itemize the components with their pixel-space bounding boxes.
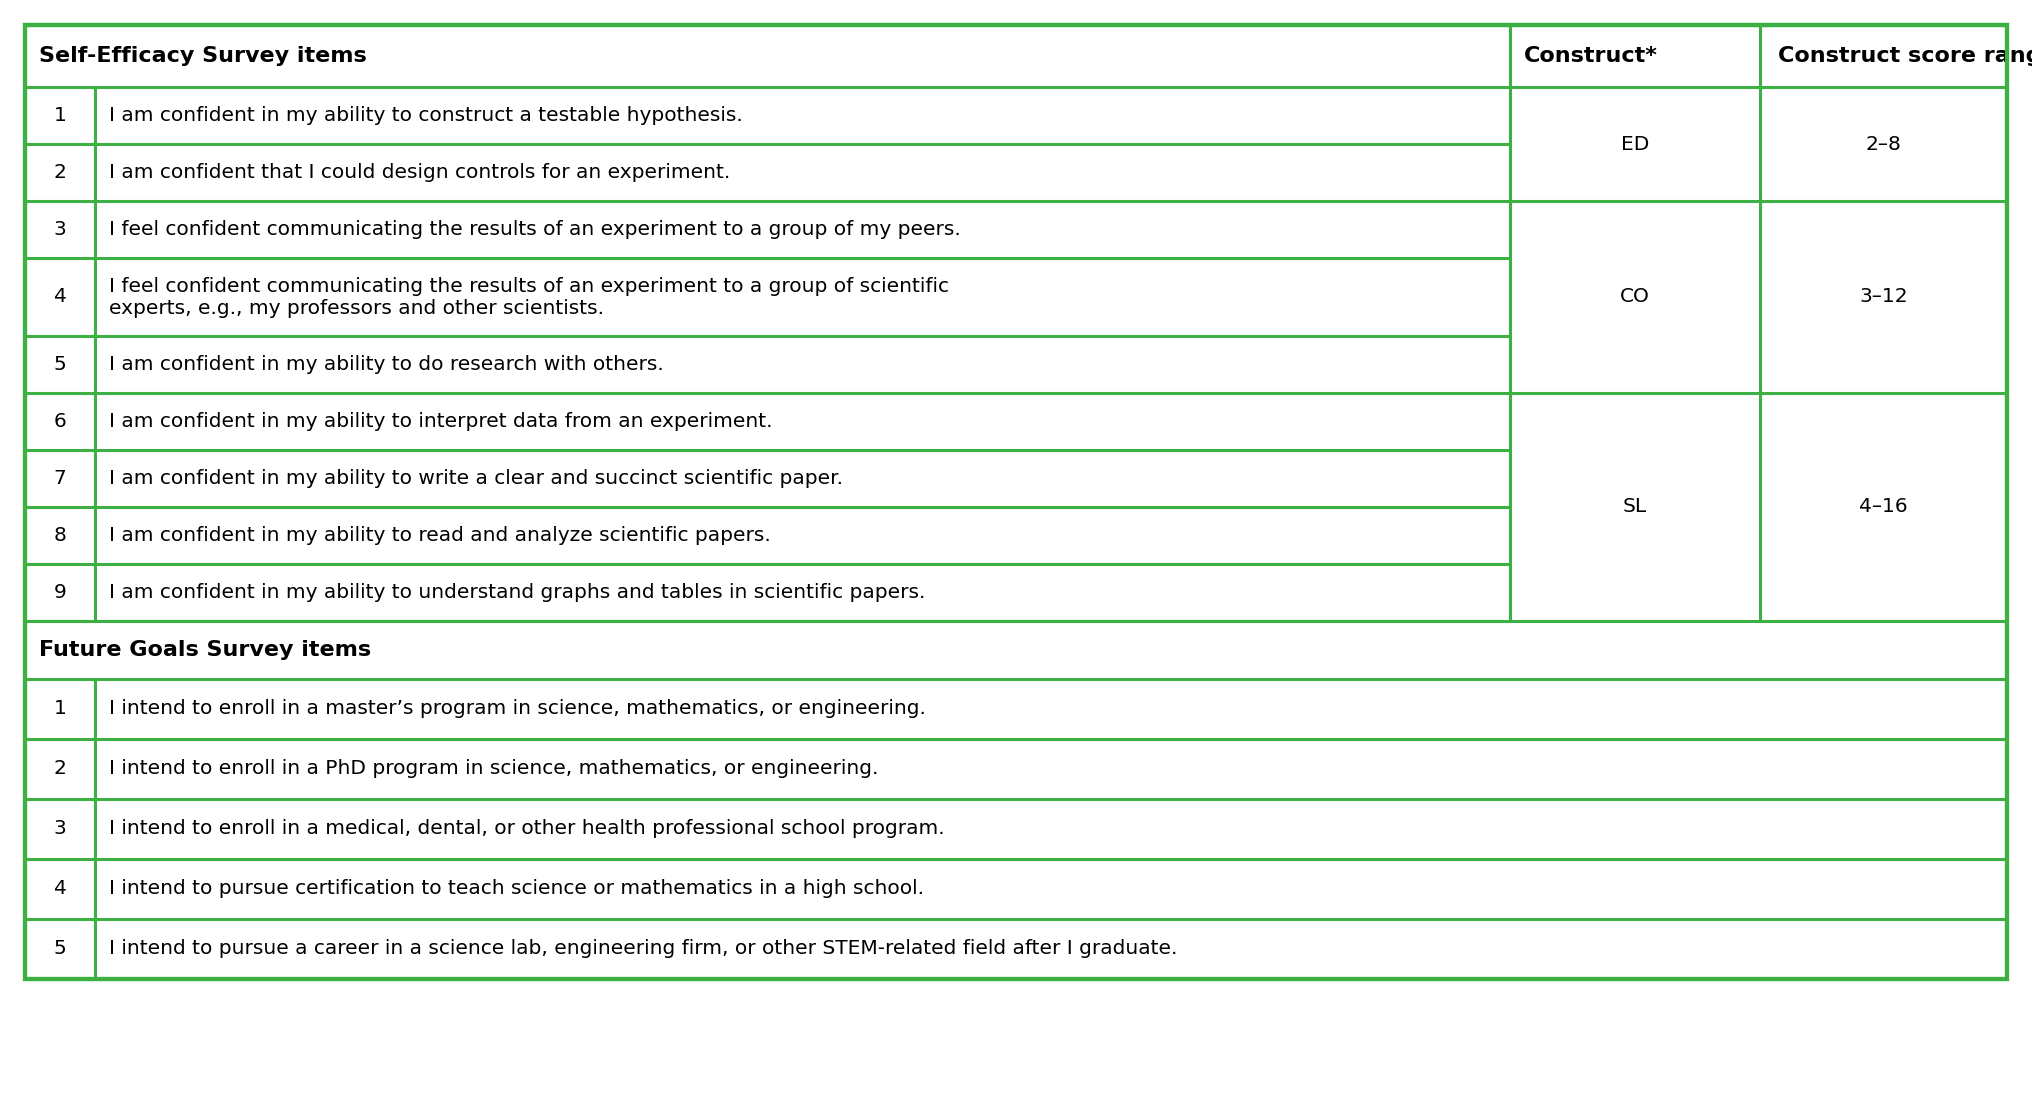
Text: 5: 5 xyxy=(53,939,67,958)
Text: I intend to pursue certification to teach science or mathematics in a high schoo: I intend to pursue certification to teac… xyxy=(110,880,925,899)
Text: 3: 3 xyxy=(53,220,67,239)
Text: Construct score range: Construct score range xyxy=(1778,46,2032,66)
Text: I intend to enroll in a medical, dental, or other health professional school pro: I intend to enroll in a medical, dental,… xyxy=(110,820,945,838)
Bar xyxy=(24,25,2008,979)
Text: I intend to pursue a career in a science lab, engineering firm, or other STEM-re: I intend to pursue a career in a science… xyxy=(110,939,1177,958)
Text: I am confident in my ability to understand graphs and tables in scientific paper: I am confident in my ability to understa… xyxy=(110,583,925,602)
Text: 1: 1 xyxy=(53,106,67,125)
Text: 9: 9 xyxy=(53,583,67,602)
Text: I am confident in my ability to construct a testable hypothesis.: I am confident in my ability to construc… xyxy=(110,106,744,125)
Text: I feel confident communicating the results of an experiment to a group of scient: I feel confident communicating the resul… xyxy=(110,276,949,318)
Text: ED: ED xyxy=(1622,134,1650,154)
Text: I intend to enroll in a master’s program in science, mathematics, or engineering: I intend to enroll in a master’s program… xyxy=(110,700,927,718)
Text: 3–12: 3–12 xyxy=(1859,287,1908,307)
Text: 4–16: 4–16 xyxy=(1859,497,1908,517)
Text: Future Goals Survey items: Future Goals Survey items xyxy=(39,640,372,660)
Text: I am confident in my ability to write a clear and succinct scientific paper.: I am confident in my ability to write a … xyxy=(110,469,843,488)
Bar xyxy=(24,25,2008,979)
Text: CO: CO xyxy=(1620,287,1650,307)
Text: I am confident in my ability to read and analyze scientific papers.: I am confident in my ability to read and… xyxy=(110,526,770,544)
Text: 5: 5 xyxy=(53,355,67,374)
Text: 3: 3 xyxy=(53,820,67,838)
Text: I am confident that I could design controls for an experiment.: I am confident that I could design contr… xyxy=(110,163,729,182)
Text: SL: SL xyxy=(1624,497,1648,517)
Text: 7: 7 xyxy=(53,469,67,488)
Text: 4: 4 xyxy=(53,880,67,899)
Text: I intend to enroll in a PhD program in science, mathematics, or engineering.: I intend to enroll in a PhD program in s… xyxy=(110,759,878,779)
Text: 2–8: 2–8 xyxy=(1865,134,1902,154)
Text: I am confident in my ability to do research with others.: I am confident in my ability to do resea… xyxy=(110,355,664,374)
Text: 6: 6 xyxy=(53,412,67,431)
Text: Construct*: Construct* xyxy=(1524,46,1658,66)
Text: 2: 2 xyxy=(53,759,67,779)
Text: Self-Efficacy Survey items: Self-Efficacy Survey items xyxy=(39,46,366,66)
Text: I feel confident communicating the results of an experiment to a group of my pee: I feel confident communicating the resul… xyxy=(110,220,961,239)
Text: 2: 2 xyxy=(53,163,67,182)
Text: 1: 1 xyxy=(53,700,67,718)
Text: I am confident in my ability to interpret data from an experiment.: I am confident in my ability to interpre… xyxy=(110,412,772,431)
Text: 8: 8 xyxy=(53,526,67,544)
Text: 4: 4 xyxy=(53,287,67,307)
